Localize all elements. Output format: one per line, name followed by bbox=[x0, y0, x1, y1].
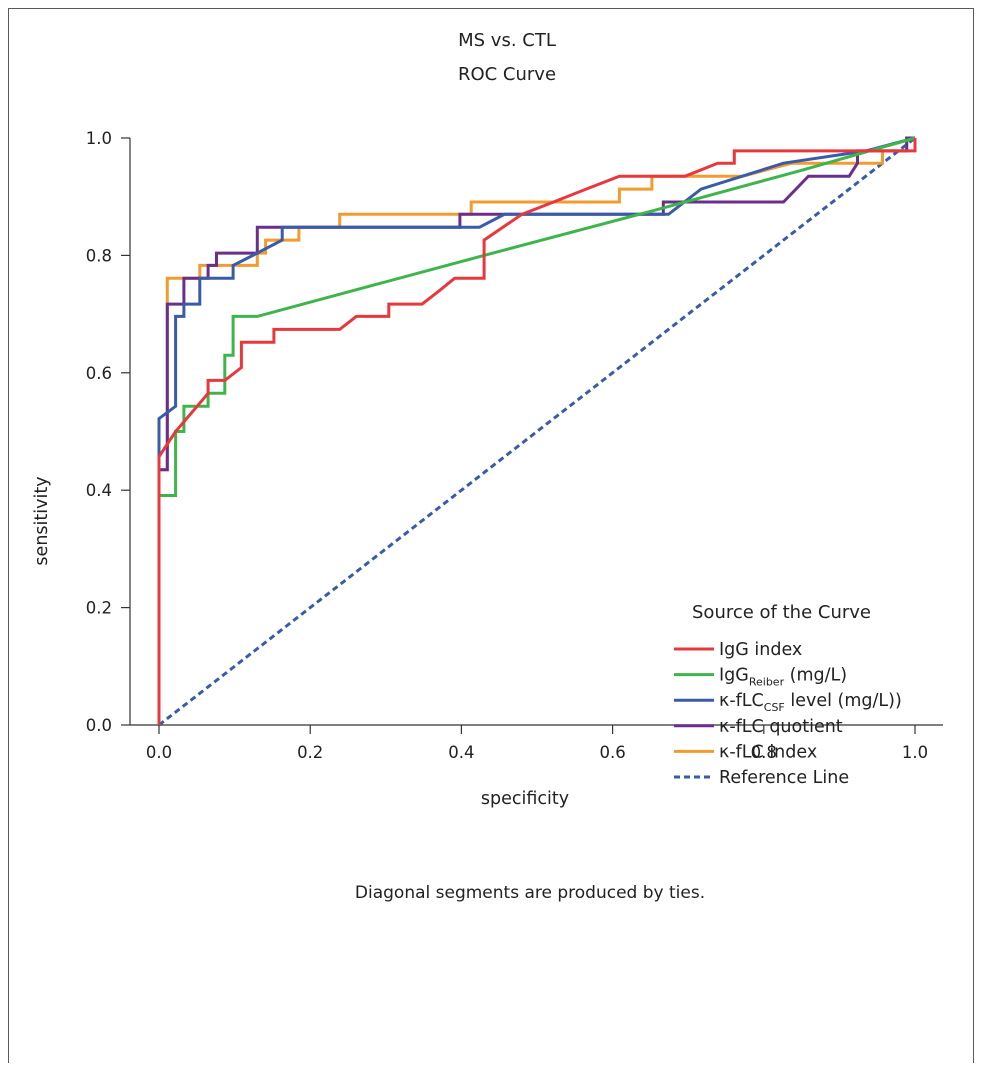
y-tick-label: 1.0 bbox=[86, 129, 112, 148]
legend-title: Source of the Curve bbox=[692, 602, 871, 623]
legend: Source of the Curve IgG index IgGReiber (… bbox=[674, 602, 902, 788]
x-tick-label: 0.8 bbox=[751, 743, 777, 762]
axes: 0.0 0.2 0.4 0.6 0.8 1.0 0.0 0.2 0.4 0.6 0.8 1.0 bbox=[86, 129, 943, 762]
chart-frame: MS vs. CTL ROC Curve 0.0 0.2 0.4 0.6 0.8 1.0 0… bbox=[8, 8, 974, 1063]
y-axis-label: sensitivity bbox=[32, 476, 52, 565]
x-tick-label: 0.0 bbox=[146, 743, 172, 762]
x-tick-label: 0.6 bbox=[599, 743, 625, 762]
y-tick-label: 0.6 bbox=[86, 364, 112, 383]
roc-chart: MS vs. CTL ROC Curve 0.00.20.40.60.81.00… bbox=[32, 30, 943, 903]
legend-entry: κ-fLC index bbox=[719, 742, 817, 762]
y-tick-label: 0.4 bbox=[86, 481, 112, 500]
legend-entry: IgGReiber (mg/L) bbox=[719, 666, 847, 689]
x-axis-label: specificity bbox=[481, 789, 569, 809]
x-tick-label: 0.2 bbox=[297, 743, 323, 762]
series-line-flc-index bbox=[157, 136, 915, 725]
chart-title: MS vs. CTL ROC Curve bbox=[458, 30, 556, 85]
series-line-flc-csf-level-mg-l bbox=[157, 136, 916, 725]
series-line-igg-reiber-mg-l bbox=[157, 136, 916, 725]
legend-entry: κ-fLCCSF level (mg/L)) bbox=[719, 691, 902, 714]
chart-title-line-2: ROC Curve bbox=[458, 64, 556, 85]
y-tick-label: 0.0 bbox=[86, 716, 112, 735]
x-tick-label: 0.4 bbox=[448, 743, 474, 762]
series-layer bbox=[157, 136, 917, 727]
footnote: Diagonal segments are produced by ties. bbox=[355, 883, 705, 903]
y-tick-label: 0.2 bbox=[86, 599, 112, 618]
chart-title-line-1: MS vs. CTL bbox=[458, 30, 556, 51]
series-line-igg-index bbox=[157, 138, 917, 725]
x-tick-label: 1.0 bbox=[902, 743, 928, 762]
legend-entry: IgG index bbox=[719, 640, 802, 660]
y-tick-label: 0.8 bbox=[86, 246, 112, 265]
legend-entry: κ-fLC quotient bbox=[719, 717, 843, 737]
legend-entry: Reference Line bbox=[719, 768, 849, 788]
